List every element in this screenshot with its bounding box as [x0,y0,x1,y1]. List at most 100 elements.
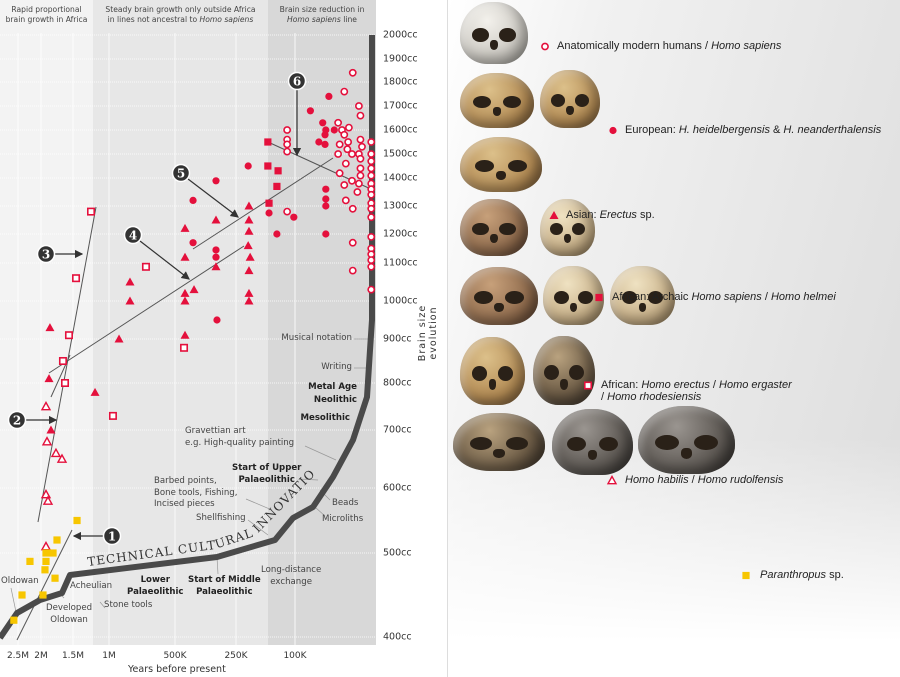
data-point [306,107,314,115]
legend-label: Paranthropus sp. [760,569,844,581]
legend-label: African: Homo erectus / Homo ergaster / H… [601,379,792,403]
callout-1-circle [102,526,122,546]
x-tick-label: 1M [102,651,116,661]
annotation-leaders [10,338,368,613]
y-tick-label: 400cc [383,631,412,643]
data-point [244,288,254,297]
data-point [348,176,356,185]
data-point [367,138,376,146]
y-tick-label: 1000cc [383,295,418,307]
data-point [18,591,26,599]
data-point [340,130,349,139]
data-point [90,387,100,396]
ann-barbed-points: Barbed points, Bone tools, Fishing, Incise… [154,476,238,509]
data-point [330,126,338,134]
ann-long-distance: Long-distance exchange [261,565,322,587]
skull-photo-helmei [540,199,595,256]
legend-marker [541,42,549,51]
data-point [315,138,323,146]
data-points [10,68,376,624]
data-point [273,230,281,238]
y-tick-label: 1600cc [383,124,418,136]
data-point [39,591,47,599]
series-5 [40,401,68,551]
legend-label: Homo habilis / Homo rudolfensis [625,474,784,486]
data-point [265,199,273,207]
trend-line-2 [37,206,97,523]
callout-1-label: 1 [108,530,116,544]
data-point [367,150,376,158]
ann-gravettian: Gravettian art e.g. High-quality painting [185,426,295,448]
x-axis-label: Years before present [128,664,226,675]
series-2 [44,201,255,434]
data-point [49,549,57,557]
data-point [26,557,34,565]
x-tick-label: 2.5M [6,651,30,661]
callout-5-circle [171,163,191,183]
data-point [60,378,69,387]
data-point [344,138,353,146]
data-point [189,196,197,204]
legend-marker-icon [595,293,603,302]
y-tick-label: 1100cc [383,257,418,269]
ann-microliths: Microliths [322,514,364,524]
header-size-reduction: Brain size reduction in Homo sapiens lin… [279,5,365,24]
ann-writing: Writing [321,362,352,372]
trend-line-4 [48,245,245,374]
data-point [356,111,365,120]
data-point [180,343,189,352]
series-1 [189,92,338,324]
ann-oldowan: Oldowan [1,576,39,586]
data-point [42,495,54,505]
data-point [125,277,135,286]
data-point [283,147,292,156]
data-point [283,207,292,216]
callout-6-label: 6 [293,75,301,89]
skull-photo-archaic-sapiens [460,199,528,256]
y-tick-label: 1700cc [383,100,418,112]
ann-beads: Beads [332,498,359,508]
data-point [341,159,350,168]
ann-acheulian: Acheulian [70,581,113,591]
data-point [244,296,254,305]
callout-4-circle [123,225,143,245]
data-point [87,207,96,216]
x-tick-label: 500K [163,651,187,661]
data-point [290,213,298,221]
data-point [367,164,376,173]
data-point [53,536,61,544]
data-point [46,425,56,434]
skull-photo-homo-erectus-africa [460,267,538,325]
legend-marker [606,475,618,485]
data-point [367,256,376,264]
data-point [211,215,221,224]
data-point [334,150,343,158]
data-point [114,334,124,343]
data-point [343,145,352,154]
y-tick-label: 700cc [383,424,412,436]
band-reduction [268,0,376,645]
data-point [325,92,333,100]
data-point [367,285,376,294]
data-point [125,296,135,305]
technical-innovation-curve [0,35,375,640]
data-point [355,179,363,188]
data-point [180,296,190,305]
y-axis-label: Brain size evolution [417,304,439,362]
legend-marker [595,293,603,302]
data-point [10,616,18,624]
data-point [141,262,150,271]
data-point [212,177,220,185]
y-tick-label: 1500cc [383,148,418,160]
x-tick-label: 2M [34,651,48,661]
data-point [367,204,376,213]
ann-middle-palaeolithic: Start of Middle Palaeolithic [188,575,261,597]
legend-label: African: Archaic Homo sapiens / Homo hel… [612,291,836,303]
legend-marker-icon [541,42,549,51]
series-0 [283,68,376,294]
data-point [319,119,327,127]
legend-marker-icon [549,211,559,219]
x-tick-label: 1.5M [61,651,85,661]
data-point [321,131,329,139]
